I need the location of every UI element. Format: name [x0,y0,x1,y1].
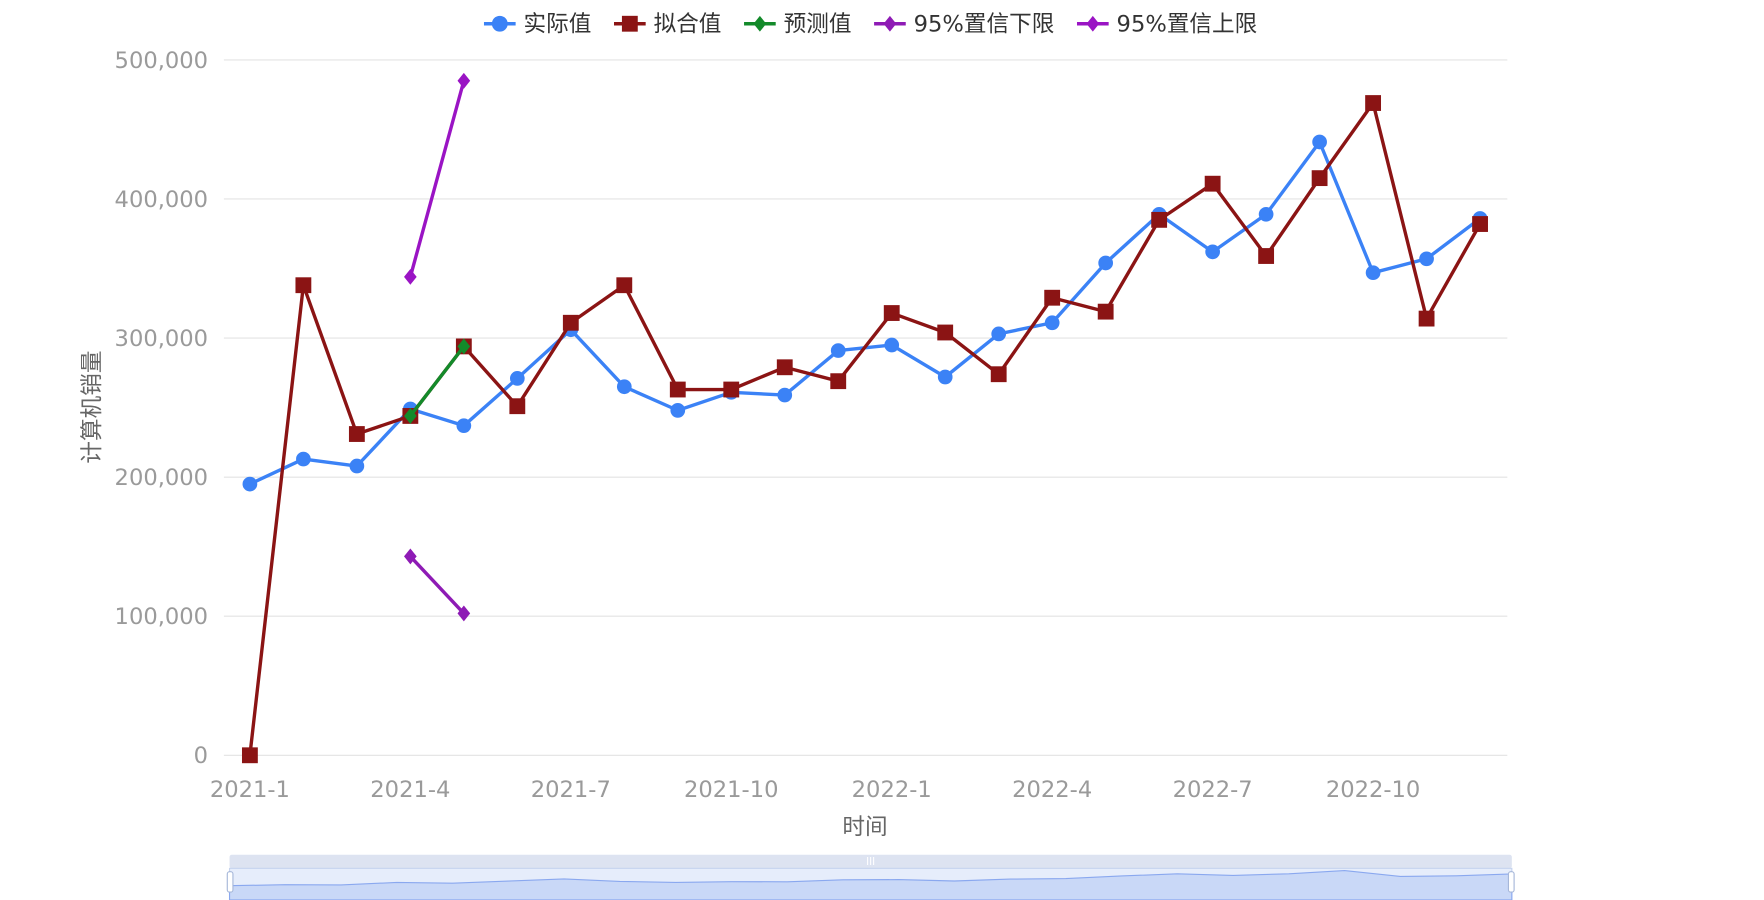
data-point-diamond[interactable] [753,15,767,32]
data-point-circle[interactable] [991,326,1007,342]
x-axis-label: 时间 [842,814,887,840]
y-tick-label: 300,000 [115,326,209,352]
data-point-circle[interactable] [937,369,953,385]
series-line [409,555,466,615]
data-point-circle[interactable] [349,458,365,474]
data-point-circle[interactable] [830,343,846,358]
series-4 [404,72,471,285]
data-point-circle[interactable] [296,451,311,467]
x-tick-label: 2022-1 [852,777,932,803]
datazoom-handle-left[interactable] [226,871,234,893]
x-tick-label: 2022-4 [1012,777,1092,803]
data-point-square[interactable] [1472,216,1488,232]
series-3 [404,548,471,622]
data-point-square[interactable] [1044,289,1061,306]
data-point-square[interactable] [348,426,365,442]
x-tick-label: 2021-7 [531,777,611,803]
data-point-circle[interactable] [1312,134,1327,150]
data-point-circle[interactable] [1419,251,1434,267]
data-point-diamond[interactable] [404,268,417,285]
y-tick-label: 200,000 [115,465,209,491]
series-0 [242,134,1488,492]
data-point-square[interactable] [830,373,847,390]
x-tick-label: 2021-10 [684,777,778,803]
data-point-square[interactable] [1097,303,1114,320]
data-point-diamond[interactable] [457,338,471,355]
data-point-circle[interactable] [1205,244,1220,260]
series-line [408,80,466,278]
data-point-circle[interactable] [509,371,525,386]
y-tick-label: 100,000 [115,604,209,630]
data-point-circle[interactable] [491,15,508,32]
data-point-square[interactable] [562,314,579,331]
series-2 [404,338,471,424]
data-point-circle[interactable] [1098,255,1114,271]
legend-label: 实际值 [524,12,592,38]
data-point-circle[interactable] [884,337,900,353]
data-point-diamond[interactable] [883,15,897,32]
x-tick-label: 2021-1 [210,777,290,803]
data-point-square[interactable] [1311,170,1328,187]
data-point-square[interactable] [509,398,526,415]
data-point-square[interactable] [1418,310,1435,327]
x-tick-label: 2022-10 [1326,777,1420,803]
y-tick-label: 400,000 [115,187,209,213]
data-point-circle[interactable] [1044,315,1060,331]
legend-label: 95%置信上限 [1117,12,1258,38]
data-point-square[interactable] [1258,248,1275,264]
legend-item[interactable]: 95%置信上限 [1076,12,1258,38]
series-line [409,345,466,417]
data-point-square[interactable] [616,277,633,294]
data-point-diamond[interactable] [457,72,471,89]
x-tick-label: 2021-4 [370,777,450,803]
data-point-square[interactable] [669,381,686,398]
data-point-circle[interactable] [456,418,472,434]
x-tick-label: 2022-7 [1173,777,1253,803]
data-point-square[interactable] [241,747,258,764]
data-point-square[interactable] [295,277,312,294]
datazoom-handle-right[interactable] [1507,871,1515,893]
data-point-square[interactable] [990,366,1007,383]
data-point-diamond[interactable] [404,548,417,565]
legend-item[interactable]: 预测值 [744,12,851,38]
data-point-circle[interactable] [1365,265,1381,281]
data-point-circle[interactable] [242,476,258,492]
y-tick-label: 500,000 [115,48,209,74]
y-tick-label: 0 [194,743,208,769]
legend-item[interactable]: 95%置信下限 [874,12,1054,38]
data-point-diamond[interactable] [1086,15,1100,32]
datazoom-slider[interactable]: III [226,854,1515,900]
data-point-square[interactable] [723,381,740,398]
data-point-circle[interactable] [777,387,793,403]
data-point-circle[interactable] [616,379,632,395]
data-point-square[interactable] [937,324,954,341]
data-point-square[interactable] [1151,211,1168,228]
data-point-square[interactable] [621,15,638,32]
series-line [248,101,1482,756]
series-1 [241,95,1488,764]
legend-label: 95%置信下限 [914,12,1055,38]
y-axis-label: 计算机销量 [80,351,106,464]
legend-item[interactable]: 实际值 [483,12,592,38]
data-point-diamond[interactable] [457,605,471,622]
data-point-circle[interactable] [670,403,686,418]
legend-item[interactable]: 拟合值 [614,12,721,38]
data-point-circle[interactable] [1258,206,1274,222]
data-point-square[interactable] [776,359,793,376]
svg-text:III: III [866,857,875,868]
legend-label: 预测值 [784,12,852,38]
legend-label: 拟合值 [654,12,722,38]
data-point-square[interactable] [1365,95,1382,111]
data-point-square[interactable] [883,305,900,321]
data-point-square[interactable] [1204,175,1221,192]
